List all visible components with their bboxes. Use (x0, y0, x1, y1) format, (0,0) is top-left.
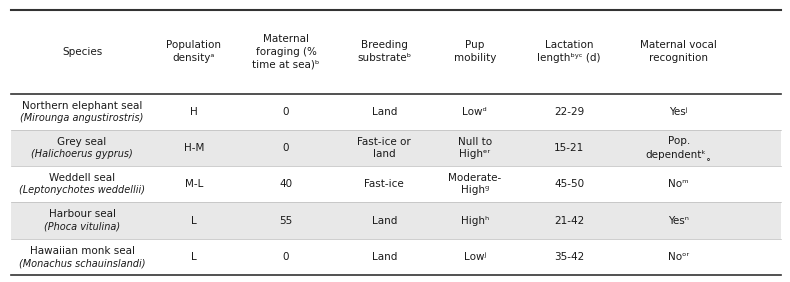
Text: L: L (191, 252, 197, 262)
Text: 0: 0 (283, 252, 289, 262)
Text: Grey seal: Grey seal (58, 137, 107, 147)
Text: M-L: M-L (185, 179, 203, 189)
Text: (Monachus schauinslandi): (Monachus schauinslandi) (19, 258, 145, 268)
Text: 35-42: 35-42 (554, 252, 584, 262)
Text: Land: Land (371, 215, 397, 226)
Text: Fast-ice: Fast-ice (364, 179, 404, 189)
Text: Pop.
dependentᵏ˳: Pop. dependentᵏ˳ (645, 136, 712, 160)
Text: Noᵐ: Noᵐ (668, 179, 689, 189)
Text: (Phoca vitulina): (Phoca vitulina) (44, 222, 120, 232)
Text: 40: 40 (280, 179, 292, 189)
Text: Species: Species (62, 47, 102, 57)
Text: Land: Land (371, 107, 397, 117)
Text: Weddell seal: Weddell seal (49, 173, 115, 183)
Text: H: H (190, 107, 198, 117)
Text: 45-50: 45-50 (554, 179, 584, 189)
Text: Hawaiian monk seal: Hawaiian monk seal (29, 246, 134, 256)
Text: Yesʲ: Yesʲ (669, 107, 688, 117)
Text: Lactation
lengthᵇʸᶜ (d): Lactation lengthᵇʸᶜ (d) (537, 40, 600, 63)
Text: 21-42: 21-42 (554, 215, 584, 226)
Text: 55: 55 (280, 215, 293, 226)
Text: L: L (191, 215, 197, 226)
Text: (Halichoerus gyprus): (Halichoerus gyprus) (32, 149, 133, 159)
Text: Northern elephant seal: Northern elephant seal (22, 101, 142, 111)
Text: (Mirounga angustirostris): (Mirounga angustirostris) (21, 113, 144, 123)
Text: 0: 0 (283, 107, 289, 117)
Text: Moderate-
Highᵍ: Moderate- Highᵍ (448, 173, 502, 195)
Bar (11, 202, 781, 239)
Text: Noᵒʳ: Noᵒʳ (668, 252, 690, 262)
Text: Lowʲ: Lowʲ (464, 252, 486, 262)
Text: Land: Land (371, 252, 397, 262)
Text: Maternal vocal
recognition: Maternal vocal recognition (641, 40, 717, 63)
Bar (11, 130, 781, 166)
Text: Population
densityᵃ: Population densityᵃ (166, 40, 221, 63)
Text: Maternal
foraging (%
time at sea)ᵇ: Maternal foraging (% time at sea)ᵇ (253, 34, 320, 69)
Text: Harbour seal: Harbour seal (49, 210, 115, 219)
Text: Null to
Highᵉʳ: Null to Highᵉʳ (457, 137, 492, 159)
Text: Pup
mobility: Pup mobility (453, 40, 496, 63)
Text: Lowᵈ: Lowᵈ (462, 107, 487, 117)
Text: 22-29: 22-29 (554, 107, 584, 117)
Text: Yesⁿ: Yesⁿ (668, 215, 689, 226)
Text: 0: 0 (283, 143, 289, 153)
Text: 15-21: 15-21 (554, 143, 584, 153)
Text: Highʰ: Highʰ (461, 215, 489, 226)
Text: Breeding
substrateᵇ: Breeding substrateᵇ (357, 40, 412, 63)
Text: H-M: H-M (183, 143, 204, 153)
Text: (Leptonychotes weddellii): (Leptonychotes weddellii) (19, 186, 145, 195)
Text: Fast-ice or
land: Fast-ice or land (357, 137, 411, 159)
